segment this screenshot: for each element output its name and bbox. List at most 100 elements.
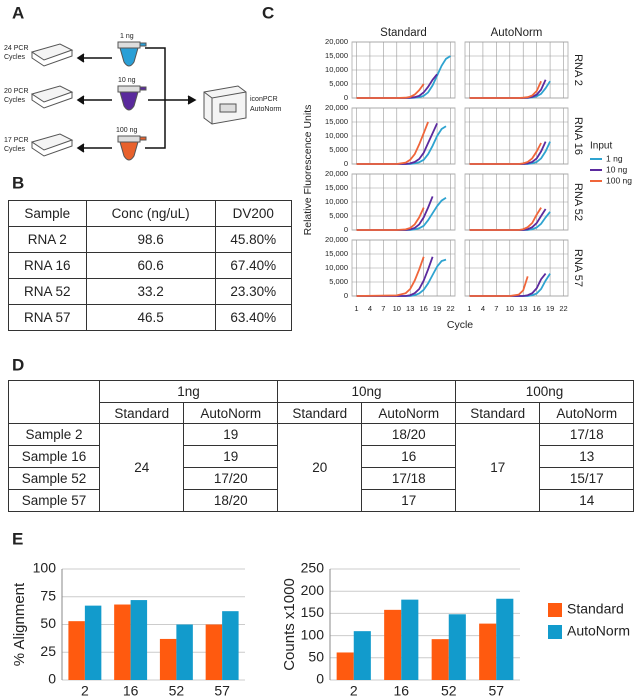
group-header: 10ng [276, 380, 456, 403]
x-tick-label: 2 [350, 683, 358, 699]
bar [353, 631, 371, 680]
x-tick-label: 16 [419, 304, 427, 313]
row-header: Sample 57 [8, 489, 100, 512]
y-tick-label: 10,000 [325, 65, 348, 74]
legend-label: 100 ng [606, 175, 632, 185]
y-tick-label: 20,000 [325, 235, 348, 244]
table-row: Standard AutoNorm Standard AutoNorm Standard… [9, 402, 634, 424]
y-tick-label: 75 [40, 587, 56, 603]
table-cell: 60.6 [85, 252, 216, 279]
y-tick-label: 10,000 [325, 131, 348, 140]
y-tick-label: 15,000 [325, 117, 348, 126]
y-axis-label: % Alignment [11, 582, 28, 666]
instrument-label: AutoNorm [250, 106, 282, 113]
x-tick-label: 7 [494, 304, 498, 313]
legend-title: Input [590, 141, 612, 152]
bar [431, 639, 449, 680]
y-tick-label: 50 [308, 649, 324, 665]
sub-header: AutoNorm [539, 402, 634, 424]
bar [448, 614, 466, 680]
y-tick-label: 15,000 [325, 249, 348, 258]
cycle-label: 20 PCR [4, 88, 29, 95]
y-tick-label: 10,000 [325, 197, 348, 206]
panel-label: C [262, 3, 274, 22]
x-tick-label: 1 [354, 304, 358, 313]
autonorm-cell: 16 [361, 445, 456, 468]
bar [176, 624, 193, 680]
cycle-label: 17 PCR [4, 137, 29, 144]
sample-table: Sample Conc (ng/uL) DV200 RNA 2 98.6 45.80% RN… [8, 200, 293, 331]
autonorm-cell: 17/18 [539, 423, 634, 446]
bar [84, 605, 102, 680]
y-tick-label: 0 [344, 93, 348, 102]
row-label: RNA 52 [572, 183, 584, 221]
y-tick-label: 15,000 [325, 51, 348, 60]
y-tick-label: 100 [301, 626, 325, 642]
bar [68, 621, 85, 680]
x-tick-label: 22 [446, 304, 454, 313]
y-tick-label: 5,000 [329, 79, 348, 88]
y-tick-label: 20,000 [325, 103, 348, 112]
x-tick-label: 1 [467, 304, 471, 313]
x-tick-label: 10 [393, 304, 401, 313]
row-label: RNA 2 [572, 54, 584, 86]
x-tick-label: 4 [481, 304, 485, 313]
y-tick-label: 15,000 [325, 183, 348, 192]
tube [117, 135, 147, 161]
table-cell: RNA 57 [8, 304, 87, 331]
table-corner [8, 380, 100, 424]
bar [159, 638, 177, 680]
cycles-table: 1ng 10ng 100ng Standard AutoNorm Standard Auto… [8, 380, 635, 512]
table-row: RNA 57 46.5 63.40% [8, 304, 293, 331]
input-label: 1 ng [120, 33, 134, 40]
x-tick-label: 13 [519, 304, 527, 313]
table-header-cell: Conc (ng/uL) [85, 200, 216, 227]
x-tick-label: 52 [169, 683, 185, 699]
group-header: 1ng [99, 380, 278, 403]
thermocycler [30, 85, 74, 109]
row-header: Sample 2 [8, 423, 100, 446]
bar [496, 598, 514, 680]
autonorm-cell: 15/17 [539, 467, 634, 490]
x-tick-label: 10 [506, 304, 514, 313]
bar [130, 600, 148, 680]
legend-label: 1 ng [606, 153, 623, 163]
tube [117, 85, 147, 111]
y-tick-label: 250 [301, 560, 325, 576]
row-header: Sample 16 [8, 445, 100, 468]
instrument-label: iconPCR [250, 96, 278, 103]
thermocycler [30, 133, 74, 157]
table-cell: RNA 2 [8, 226, 87, 253]
table-cell: 23.30% [214, 278, 293, 305]
row-label: RNA 57 [572, 249, 584, 287]
bar [384, 609, 402, 680]
legend-swatch [548, 625, 562, 639]
curve [469, 207, 542, 231]
legend-label: Standard [567, 601, 624, 617]
x-tick-label: 52 [441, 683, 457, 699]
x-tick-label: 16 [393, 683, 409, 699]
y-tick-label: 100 [33, 560, 57, 576]
x-tick-label: 7 [381, 304, 385, 313]
curve [469, 80, 542, 99]
bar [222, 611, 239, 680]
group-header: 100ng [454, 380, 635, 403]
bar [114, 604, 131, 680]
x-tick-label: 16 [532, 304, 540, 313]
y-tick-label: 150 [301, 604, 325, 620]
curve [356, 256, 434, 297]
diagram [30, 41, 247, 161]
table-row: RNA 52 33.2 23.30% [8, 278, 293, 305]
autonorm-cell: 13 [539, 445, 634, 468]
y-tick-label: 20,000 [325, 169, 348, 178]
input-label: 100 ng [116, 127, 138, 134]
panel-label: E [12, 529, 23, 548]
x-tick-label: 2 [81, 683, 89, 699]
bar [336, 652, 354, 680]
curve [356, 83, 425, 99]
y-tick-label: 25 [40, 643, 56, 659]
table-cell: 63.40% [214, 304, 293, 331]
table-row: Sample 16 19 16 13 [8, 445, 634, 468]
autonorm-cell: 14 [539, 489, 634, 512]
